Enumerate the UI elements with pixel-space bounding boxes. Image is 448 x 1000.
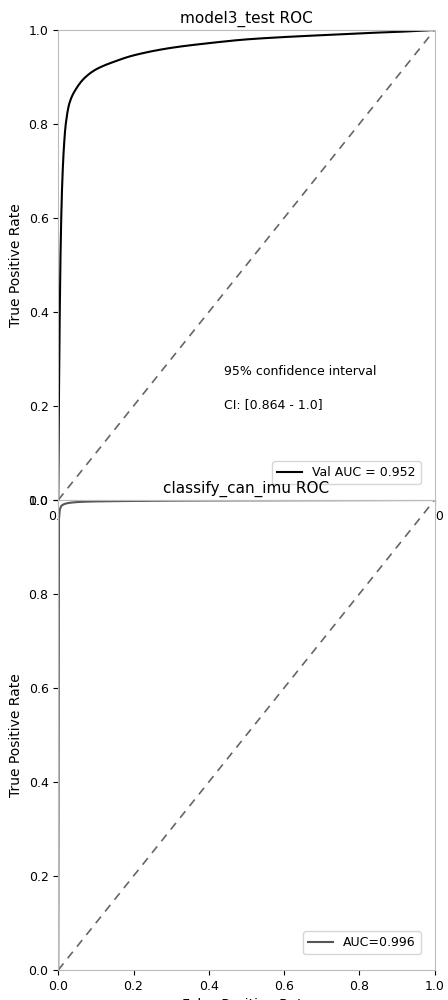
Text: CI: [0.864 - 1.0]: CI: [0.864 - 1.0] (224, 398, 323, 411)
Text: 95% confidence interval: 95% confidence interval (224, 365, 376, 378)
X-axis label: False Positive Rate: False Positive Rate (182, 998, 311, 1000)
Y-axis label: True Positive Rate: True Positive Rate (9, 673, 23, 797)
Y-axis label: True Positive Rate: True Positive Rate (9, 203, 23, 327)
Text: （a）: （a） (230, 544, 263, 562)
Title: classify_can_imu ROC: classify_can_imu ROC (164, 481, 329, 497)
Legend: Val AUC = 0.952: Val AUC = 0.952 (272, 461, 421, 484)
X-axis label: False Positive Rate: False Positive Rate (182, 528, 311, 542)
Legend: AUC=0.996: AUC=0.996 (303, 931, 421, 954)
Title: model3_test ROC: model3_test ROC (180, 11, 313, 27)
